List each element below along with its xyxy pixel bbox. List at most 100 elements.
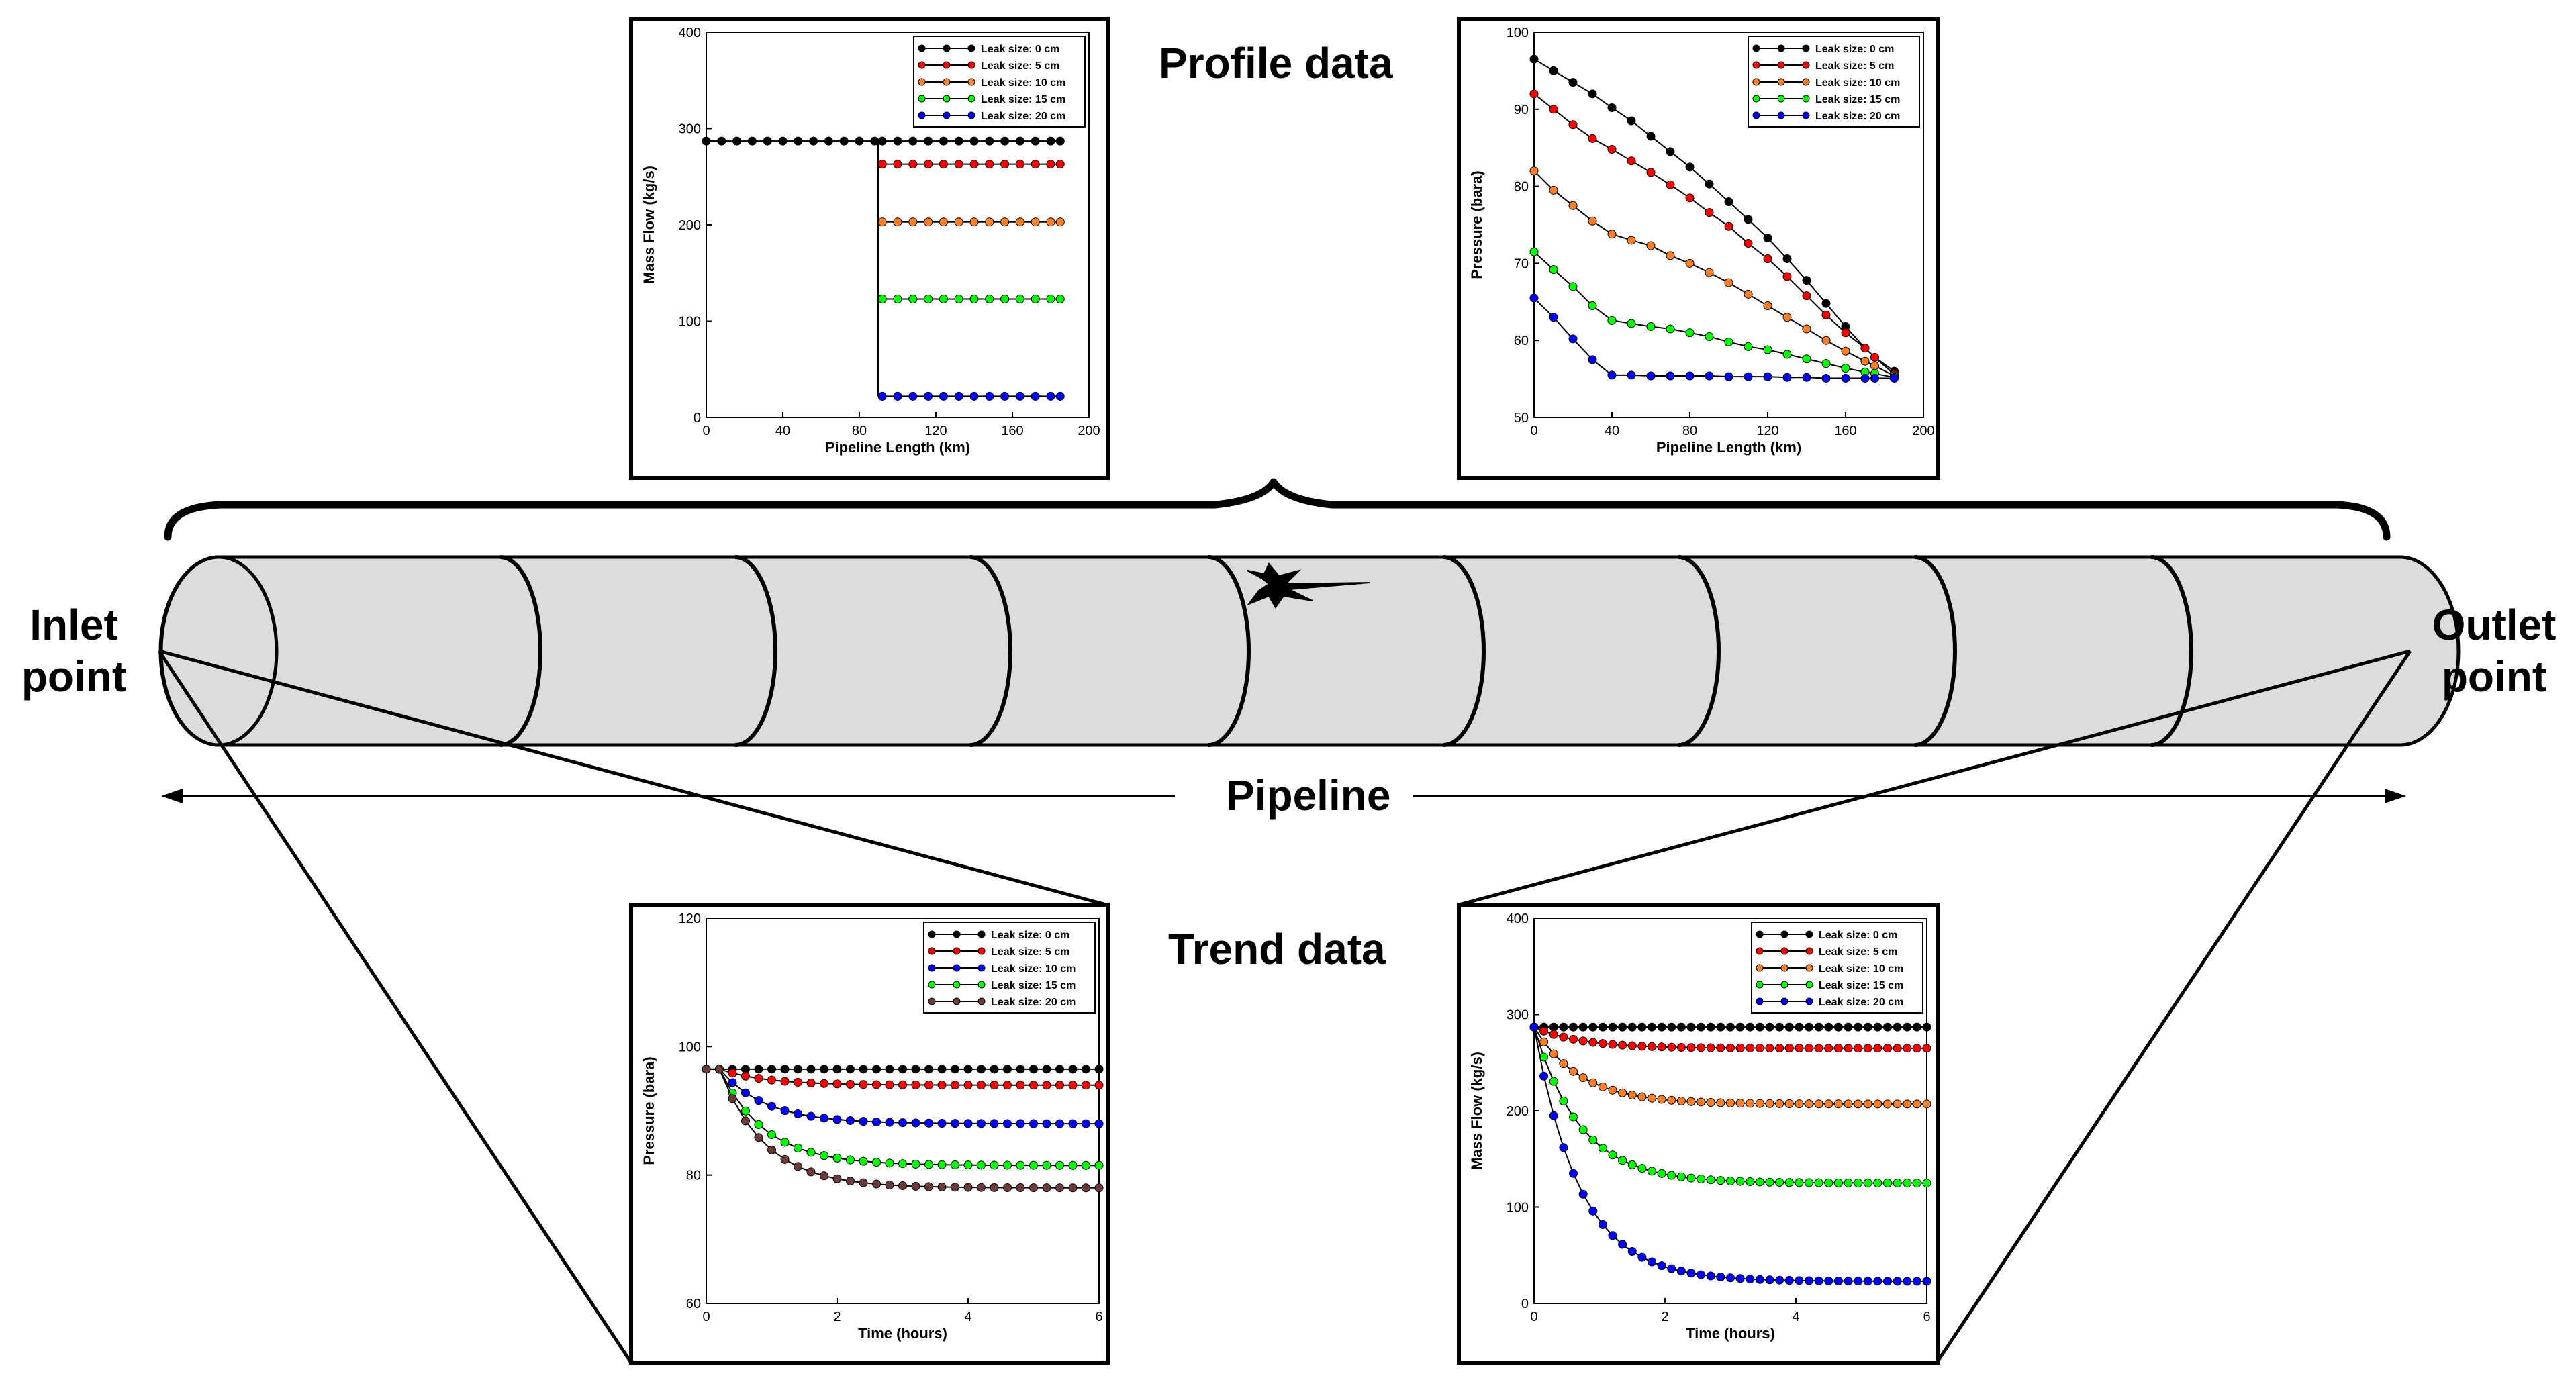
leak-burst-icon bbox=[1247, 562, 1370, 609]
data-point bbox=[1055, 1160, 1064, 1170]
x-axis-label: Pipeline Length (km) bbox=[1656, 439, 1801, 456]
x-tick-label: 6 bbox=[1923, 1309, 1930, 1324]
x-axis-label: Pipeline Length (km) bbox=[825, 439, 970, 456]
data-point bbox=[1883, 1099, 1892, 1109]
data-point bbox=[1765, 1044, 1774, 1053]
legend-label: Leak size: 15 cm bbox=[981, 94, 1065, 105]
data-point bbox=[1559, 1022, 1568, 1032]
data-point bbox=[1833, 1099, 1843, 1109]
data-point bbox=[990, 1081, 999, 1090]
data-point bbox=[1568, 120, 1578, 130]
legend-label: Leak size: 15 cm bbox=[991, 980, 1076, 991]
data-point bbox=[1824, 1099, 1833, 1109]
data-point bbox=[1716, 1273, 1725, 1282]
data-point bbox=[1549, 105, 1558, 114]
legend-marker bbox=[1802, 61, 1810, 69]
legend-marker bbox=[977, 930, 986, 938]
data-point bbox=[1705, 332, 1714, 341]
data-point bbox=[1893, 1022, 1902, 1032]
data-point bbox=[939, 136, 948, 146]
data-point bbox=[1539, 1071, 1549, 1081]
data-point bbox=[951, 1081, 959, 1090]
data-point bbox=[1667, 1095, 1676, 1105]
legend-marker bbox=[977, 981, 986, 989]
y-tick-label: 120 bbox=[679, 911, 701, 926]
data-point bbox=[741, 1071, 750, 1081]
data-point bbox=[990, 1160, 999, 1170]
data-point bbox=[1598, 1144, 1607, 1153]
data-point bbox=[1821, 359, 1831, 368]
data-point bbox=[1883, 1277, 1892, 1286]
data-point bbox=[859, 1178, 868, 1187]
data-point bbox=[1607, 230, 1617, 239]
data-point bbox=[1893, 1277, 1902, 1286]
data-point bbox=[990, 1183, 999, 1192]
data-point bbox=[985, 391, 994, 401]
data-point bbox=[1627, 236, 1636, 245]
data-point bbox=[1821, 336, 1831, 345]
data-point bbox=[1784, 1022, 1794, 1032]
data-point bbox=[877, 391, 887, 401]
x-tick-label: 0 bbox=[702, 424, 710, 438]
data-point bbox=[1844, 1178, 1853, 1187]
legend-marker bbox=[1756, 964, 1764, 972]
data-point bbox=[1627, 1090, 1637, 1099]
data-point bbox=[1724, 337, 1733, 346]
data-point bbox=[911, 1065, 920, 1074]
data-point bbox=[1094, 1160, 1104, 1170]
data-point bbox=[1082, 1119, 1090, 1128]
data-point bbox=[1648, 1257, 1656, 1267]
data-point bbox=[855, 136, 864, 146]
data-point bbox=[1782, 373, 1792, 382]
data-point bbox=[806, 1065, 816, 1074]
data-point bbox=[1029, 1119, 1038, 1128]
data-point bbox=[908, 160, 918, 169]
data-point bbox=[832, 1174, 842, 1183]
x-tick-label: 160 bbox=[1834, 424, 1856, 438]
data-point bbox=[747, 136, 757, 146]
data-point bbox=[1648, 1022, 1656, 1032]
data-point bbox=[1578, 1189, 1588, 1199]
data-point bbox=[1031, 136, 1040, 146]
data-point bbox=[951, 1119, 959, 1128]
series-1 bbox=[1529, 1022, 1931, 1032]
y-tick-label: 60 bbox=[686, 1297, 701, 1312]
legend-marker bbox=[943, 44, 951, 52]
data-point bbox=[969, 136, 979, 146]
series-1 bbox=[1529, 54, 1899, 376]
data-point bbox=[1697, 1043, 1706, 1052]
data-point bbox=[820, 1151, 828, 1160]
data-point bbox=[1716, 1022, 1725, 1032]
legend-marker bbox=[1802, 44, 1810, 52]
data-point bbox=[832, 1065, 842, 1074]
series-1 bbox=[702, 136, 1065, 146]
data-point bbox=[1814, 1178, 1823, 1187]
legend-marker bbox=[1752, 78, 1760, 86]
data-point bbox=[1795, 1044, 1804, 1053]
data-point bbox=[1724, 278, 1733, 287]
data-point bbox=[1755, 1177, 1764, 1187]
legend-marker bbox=[1805, 930, 1813, 938]
legend-marker bbox=[943, 95, 951, 103]
y-tick-label: 200 bbox=[1507, 1104, 1529, 1119]
data-point bbox=[1841, 373, 1850, 383]
data-point bbox=[985, 217, 994, 227]
data-point bbox=[832, 1153, 842, 1163]
data-point bbox=[1805, 1099, 1813, 1109]
data-point bbox=[1863, 1044, 1872, 1053]
data-point bbox=[1784, 1099, 1794, 1109]
data-point bbox=[1627, 1022, 1637, 1032]
data-point bbox=[1706, 1098, 1715, 1107]
data-point bbox=[717, 136, 726, 146]
data-point bbox=[1821, 310, 1831, 319]
legend-marker bbox=[953, 997, 961, 1005]
legend-marker bbox=[1780, 930, 1788, 938]
data-point bbox=[780, 1138, 790, 1147]
data-point bbox=[954, 294, 963, 303]
data-point bbox=[1802, 354, 1811, 364]
data-point bbox=[1802, 291, 1811, 301]
legend-label: Leak size: 0 cm bbox=[981, 44, 1059, 55]
legend-marker bbox=[1777, 111, 1785, 119]
data-point bbox=[1607, 103, 1617, 113]
data-point bbox=[1724, 372, 1733, 381]
